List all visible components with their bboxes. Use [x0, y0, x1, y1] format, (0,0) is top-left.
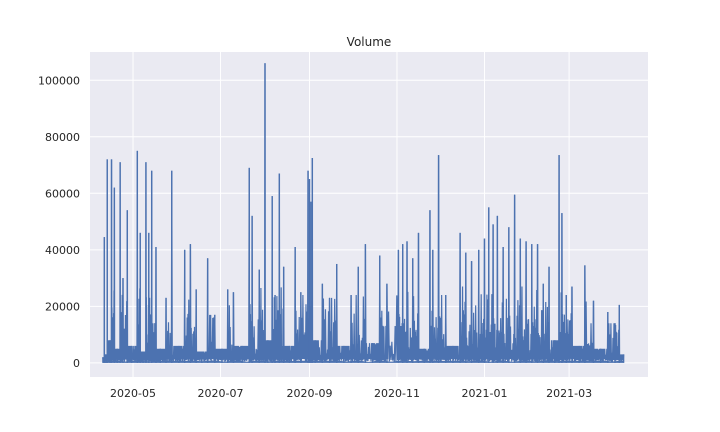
x-axis-ticks: 2020-05 2020-07 2020-09 2020-11 2021-01 2021-…	[110, 387, 592, 400]
y-tick-label: 100000	[38, 74, 80, 87]
x-tick-label: 2020-05	[110, 387, 156, 400]
y-axis-ticks: 0 20000 40000 60000 80000 100000	[38, 74, 80, 370]
y-tick-label: 80000	[45, 131, 80, 144]
x-tick-label: 2021-03	[546, 387, 592, 400]
x-tick-label: 2020-07	[198, 387, 244, 400]
y-tick-label: 40000	[45, 244, 80, 257]
series-layer	[102, 63, 625, 363]
x-tick-label: 2021-01	[461, 387, 507, 400]
x-tick-label: 2020-11	[374, 387, 420, 400]
y-tick-label: 0	[73, 357, 80, 370]
chart-title: Volume	[347, 35, 392, 49]
y-tick-label: 20000	[45, 300, 80, 313]
plot-area	[90, 52, 648, 377]
y-tick-label: 60000	[45, 187, 80, 200]
x-tick-label: 2020-09	[286, 387, 332, 400]
